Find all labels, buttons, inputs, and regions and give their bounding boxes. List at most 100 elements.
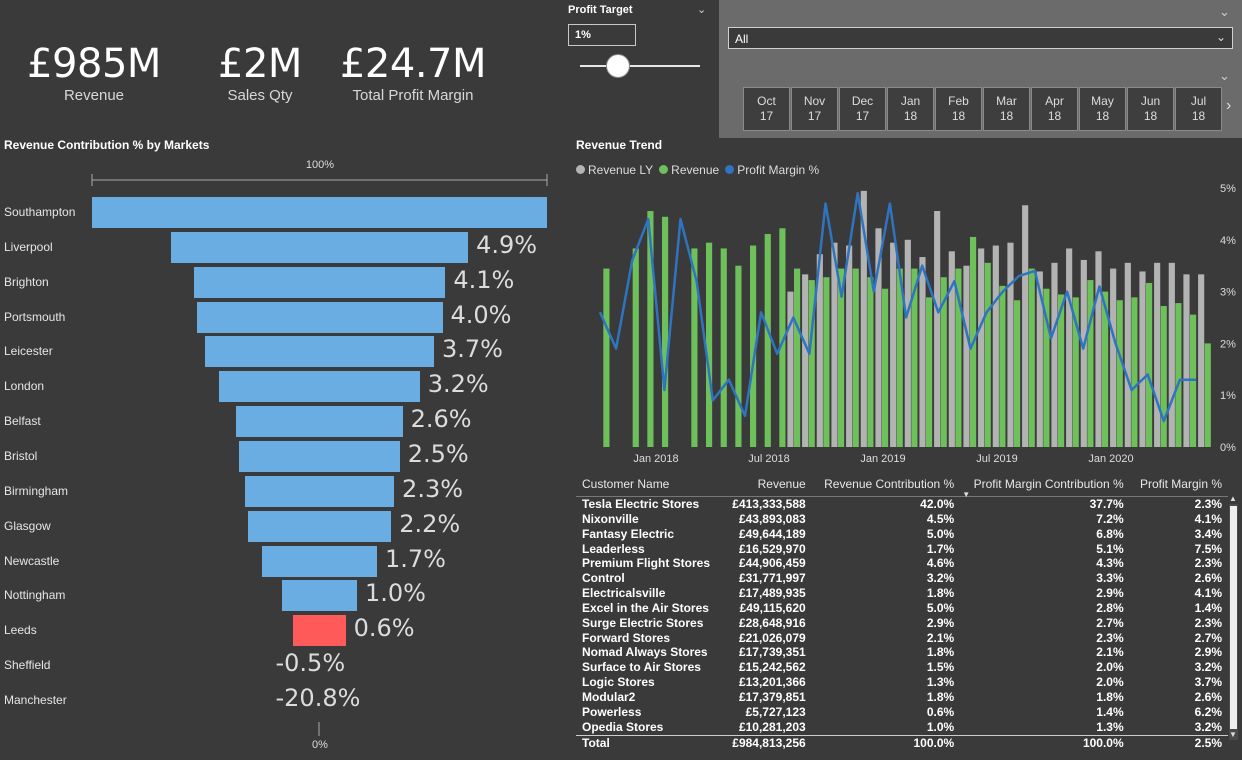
revenue-bar[interactable] xyxy=(1102,291,1109,447)
table-row[interactable]: Surge Electric Stores £28,648,916 2.9% 2.7%… xyxy=(576,616,1228,631)
funnel-bar[interactable] xyxy=(170,231,469,263)
month-tile[interactable]: May 18 xyxy=(1079,87,1126,131)
chevron-down-icon[interactable]: ⌄ xyxy=(697,4,707,16)
revenue-ly-bar[interactable] xyxy=(875,228,882,447)
legend-item[interactable]: Revenue LY xyxy=(576,163,653,177)
revenue-ly-bar[interactable] xyxy=(787,291,794,447)
revenue-ly-bar[interactable] xyxy=(860,190,867,447)
revenue-bar[interactable] xyxy=(882,288,889,447)
revenue-bar[interactable] xyxy=(852,268,859,447)
funnel-bar[interactable] xyxy=(92,197,547,228)
date-dropdown[interactable]: All ⌄ xyxy=(728,27,1233,49)
revenue-bar[interactable] xyxy=(662,216,669,447)
revenue-ly-bar[interactable] xyxy=(1183,274,1190,447)
month-tile[interactable]: Oct 17 xyxy=(743,87,790,131)
revenue-bar[interactable] xyxy=(999,285,1006,447)
revenue-bar[interactable] xyxy=(1014,300,1021,447)
revenue-ly-bar[interactable] xyxy=(963,265,970,447)
revenue-ly-bar[interactable] xyxy=(1066,248,1073,447)
chevron-down-icon[interactable]: ⌄ xyxy=(1219,4,1230,19)
legend-item[interactable]: Revenue xyxy=(659,163,719,177)
col-header-customer[interactable]: Customer Name xyxy=(576,476,723,497)
revenue-ly-bar[interactable] xyxy=(948,251,955,447)
revenue-ly-bar[interactable] xyxy=(978,248,985,447)
table-scrollbar-thumb[interactable] xyxy=(1230,506,1237,729)
revenue-bar[interactable] xyxy=(1116,300,1123,447)
col-header-profit-margin-contribution[interactable]: Profit Margin Contribution % ▼ xyxy=(960,476,1130,499)
revenue-bar[interactable] xyxy=(867,277,874,447)
revenue-bar[interactable] xyxy=(794,268,801,447)
revenue-ly-bar[interactable] xyxy=(992,245,999,447)
table-row[interactable]: Nomad Always Stores £17,739,351 1.8% 2.1% 2.… xyxy=(576,645,1228,660)
col-header-revenue[interactable]: Revenue xyxy=(722,476,812,497)
table-row[interactable]: Premium Flight Stores £44,906,459 4.6% 4.3%… xyxy=(576,556,1228,571)
revenue-bar[interactable] xyxy=(1204,343,1211,447)
revenue-bar[interactable] xyxy=(764,234,771,447)
month-tile[interactable]: Apr 18 xyxy=(1031,87,1078,131)
revenue-bar[interactable] xyxy=(720,248,727,447)
revenue-bar[interactable] xyxy=(823,277,830,447)
funnel-bar[interactable] xyxy=(236,406,403,438)
table-row[interactable]: Nixonville £43,893,083 4.5% 7.2% 4.1% xyxy=(576,512,1228,527)
legend-item[interactable]: Profit Margin % xyxy=(725,163,819,177)
table-row[interactable]: Opedia Stores £10,281,203 1.0% 1.3% 3.2% xyxy=(576,720,1228,735)
revenue-ly-bar[interactable] xyxy=(919,257,926,447)
revenue-bar[interactable] xyxy=(1146,282,1153,447)
revenue-bar[interactable] xyxy=(1175,303,1182,447)
revenue-ly-bar[interactable] xyxy=(1095,251,1102,447)
profit-target-slider-handle[interactable] xyxy=(606,54,630,78)
month-tile[interactable]: Mar 18 xyxy=(983,87,1030,131)
month-tile[interactable]: Jan 18 xyxy=(887,87,934,131)
revenue-ly-bar[interactable] xyxy=(1139,271,1146,447)
revenue-bar[interactable] xyxy=(1043,288,1050,447)
table-row[interactable]: Surface to Air Stores £15,242,562 1.5% 2.0%… xyxy=(576,660,1228,675)
profit-target-input[interactable]: 1% xyxy=(568,24,636,46)
table-row[interactable]: Tesla Electric Stores £413,333,588 42.0% 37… xyxy=(576,497,1228,512)
revenue-bar[interactable] xyxy=(926,297,933,447)
revenue-bar[interactable] xyxy=(955,268,962,447)
funnel-bar[interactable] xyxy=(247,510,392,542)
revenue-ly-bar[interactable] xyxy=(1080,259,1087,447)
revenue-bar[interactable] xyxy=(1160,305,1167,447)
revenue-bar[interactable] xyxy=(603,268,610,447)
revenue-ly-bar[interactable] xyxy=(1124,262,1131,447)
revenue-bar[interactable] xyxy=(896,268,903,447)
month-tile[interactable]: Dec 17 xyxy=(839,87,886,131)
revenue-ly-bar[interactable] xyxy=(1036,271,1043,447)
funnel-bar[interactable] xyxy=(219,371,420,403)
month-tile[interactable]: Feb 18 xyxy=(935,87,982,131)
revenue-bar[interactable] xyxy=(1087,280,1094,447)
table-row[interactable]: Modular2 £17,379,851 1.8% 1.8% 2.6% xyxy=(576,690,1228,705)
profit-target-slider-track[interactable] xyxy=(580,65,700,67)
revenue-ly-bar[interactable] xyxy=(934,211,941,447)
revenue-bar[interactable] xyxy=(779,228,786,447)
chevron-right-icon[interactable]: › xyxy=(1226,97,1232,114)
funnel-bar[interactable] xyxy=(282,580,357,612)
revenue-bar[interactable] xyxy=(1131,297,1138,447)
revenue-bar[interactable] xyxy=(735,265,742,447)
chevron-down-icon[interactable]: ⌄ xyxy=(1219,68,1230,83)
col-header-profit-margin[interactable]: Profit Margin % xyxy=(1129,476,1228,497)
funnel-bar[interactable] xyxy=(262,545,377,577)
revenue-ly-bar[interactable] xyxy=(1168,262,1175,447)
revenue-bar[interactable] xyxy=(940,277,947,447)
revenue-bar[interactable] xyxy=(706,242,713,447)
revenue-bar[interactable] xyxy=(691,248,698,447)
revenue-bar[interactable] xyxy=(1028,268,1035,447)
table-row[interactable]: Powerless £5,727,123 0.6% 1.4% 6.2% xyxy=(576,705,1228,720)
funnel-bar[interactable] xyxy=(205,336,434,368)
table-row[interactable]: Forward Stores £21,026,079 2.1% 2.3% 2.7% xyxy=(576,631,1228,646)
funnel-bar[interactable] xyxy=(293,615,346,647)
revenue-ly-bar[interactable] xyxy=(846,245,853,447)
table-row[interactable]: Logic Stores £13,201,366 1.3% 2.0% 3.7% xyxy=(576,675,1228,690)
funnel-bar[interactable] xyxy=(244,475,395,507)
revenue-ly-bar[interactable] xyxy=(1154,262,1161,447)
revenue-ly-bar[interactable] xyxy=(1198,274,1205,447)
revenue-ly-bar[interactable] xyxy=(904,239,911,447)
revenue-ly-bar[interactable] xyxy=(831,242,838,447)
chevron-up-icon[interactable]: ▲ xyxy=(1229,494,1237,503)
revenue-bar[interactable] xyxy=(808,280,815,447)
month-tile[interactable]: Jun 18 xyxy=(1127,87,1174,131)
revenue-ly-bar[interactable] xyxy=(1051,262,1058,447)
revenue-bar[interactable] xyxy=(1072,297,1079,447)
